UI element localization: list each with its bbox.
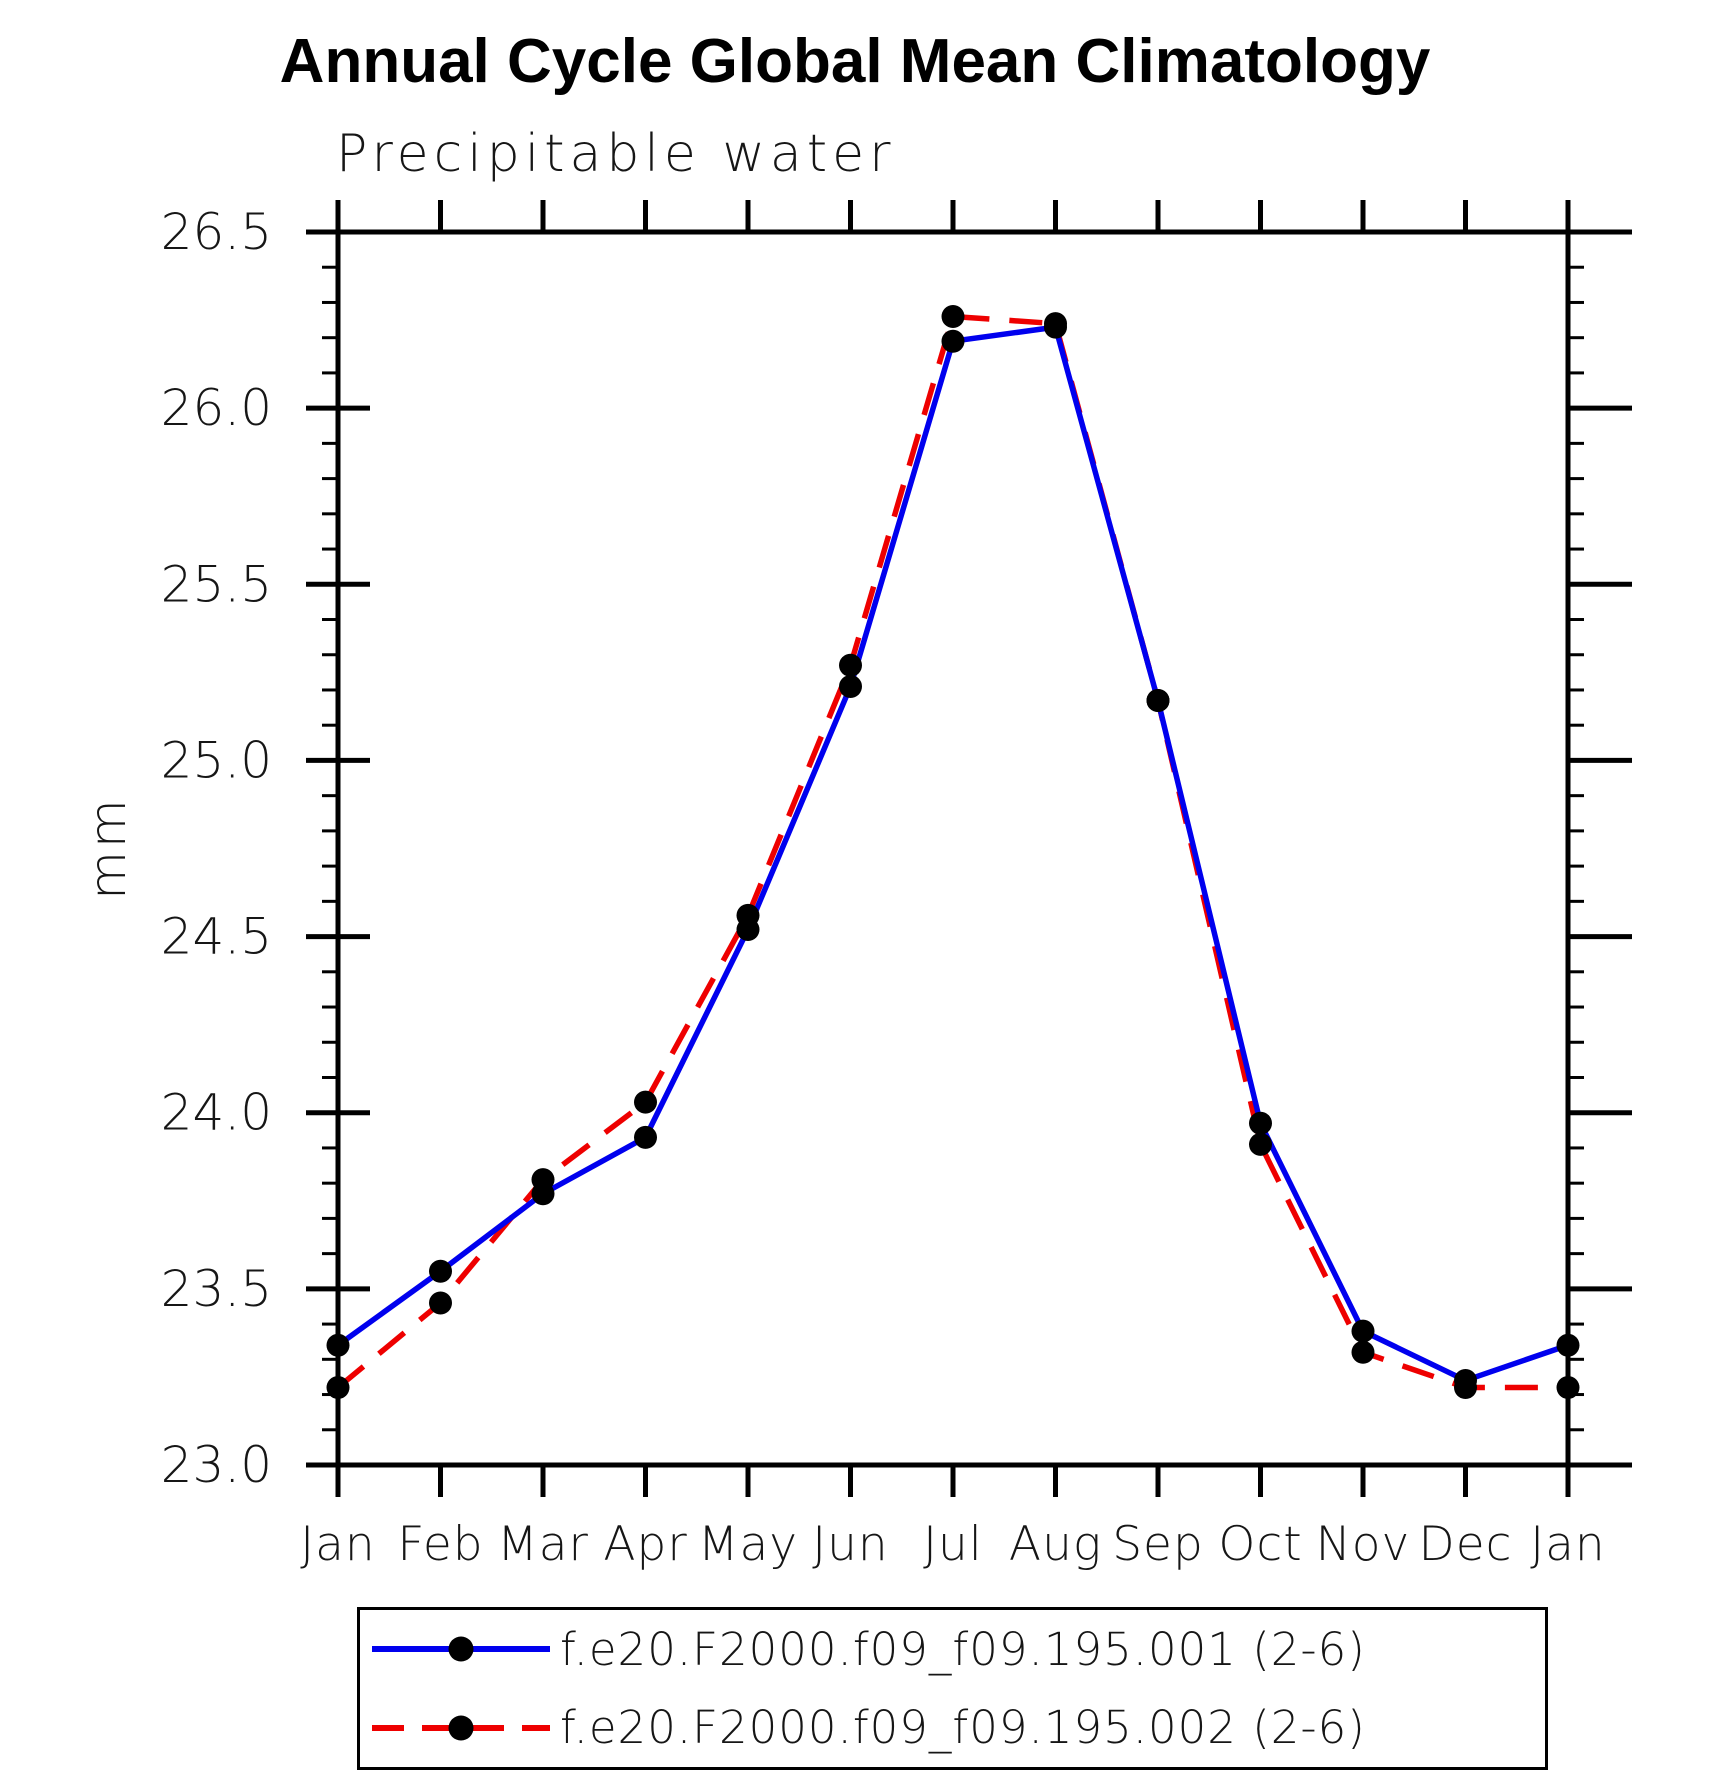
data-point-marker (634, 1090, 657, 1114)
data-point-marker (1351, 1340, 1375, 1364)
data-point-marker (326, 1333, 350, 1357)
x-tick-label: Jul (923, 1517, 983, 1572)
x-tick-label: Jan (300, 1517, 375, 1572)
data-point-marker (839, 674, 862, 698)
y-tick-label: 25.5 (161, 555, 272, 613)
data-point-marker (1146, 689, 1170, 713)
chart-title: Annual Cycle Global Mean Climatology (279, 27, 1431, 96)
x-tick-label: Sep (1112, 1517, 1204, 1572)
data-point-marker (326, 1375, 350, 1399)
x-tick-label: Apr (603, 1517, 687, 1572)
legend-box: f.e20.F2000.f09_f09.195.001 (2-6) f.e20.… (357, 1607, 1548, 1770)
legend-marker-icon (448, 1636, 474, 1662)
data-point-marker (736, 903, 760, 927)
y-tick-label: 25.0 (161, 731, 272, 789)
data-point-marker (941, 329, 965, 353)
x-tick-label: Mar (497, 1517, 589, 1572)
series-line-002 (336, 313, 1568, 1391)
x-tick-label: Oct (1218, 1517, 1302, 1572)
data-point-marker (1454, 1375, 1477, 1399)
data-point-marker (941, 305, 965, 329)
x-tick-label: Aug (1009, 1517, 1102, 1572)
x-tick-label: Jan (1530, 1517, 1605, 1572)
y-tick-label: 24.0 (161, 1084, 272, 1142)
legend-sample-dashed-line (372, 1715, 550, 1741)
x-tick-label: Jun (812, 1517, 888, 1572)
y-tick-label: 23.0 (161, 1436, 272, 1494)
data-point-marker (1351, 1319, 1375, 1343)
data-point-marker (429, 1291, 452, 1315)
y-tick-label: 26.0 (161, 379, 272, 437)
series-line-001 (336, 324, 1569, 1384)
y-tick-label: 24.5 (161, 908, 272, 966)
legend-marker-icon (448, 1715, 474, 1741)
y-tick-label: 23.5 (161, 1260, 272, 1318)
legend-item-series2: f.e20.F2000.f09_f09.195.002 (2-6) (360, 1689, 1545, 1768)
x-tick-label: Feb (397, 1517, 483, 1572)
x-tick-label: Dec (1419, 1517, 1513, 1572)
x-tick-label: Nov (1316, 1517, 1411, 1572)
legend-sample-solid-line (372, 1636, 550, 1662)
chart-subtitle: Precipitable water (336, 124, 896, 184)
y-tick-label: 26.5 (161, 203, 272, 261)
data-point-marker (634, 1125, 657, 1149)
data-point-marker (1044, 312, 1067, 336)
data-point-marker (531, 1168, 555, 1192)
data-point-marker (1249, 1132, 1272, 1156)
data-point-marker (1249, 1111, 1272, 1135)
data-point-marker (429, 1259, 452, 1283)
x-tick-label: May (698, 1517, 798, 1572)
legend-label-series1: f.e20.F2000.f09_f09.195.001 (2-6) (560, 1622, 1366, 1676)
data-point-marker (839, 653, 862, 677)
data-point-marker (1556, 1375, 1580, 1399)
legend-label-series2: f.e20.F2000.f09_f09.195.002 (2-6) (560, 1701, 1366, 1755)
data-point-marker (1556, 1333, 1580, 1357)
legend-item-series1: f.e20.F2000.f09_f09.195.001 (2-6) (360, 1610, 1545, 1689)
